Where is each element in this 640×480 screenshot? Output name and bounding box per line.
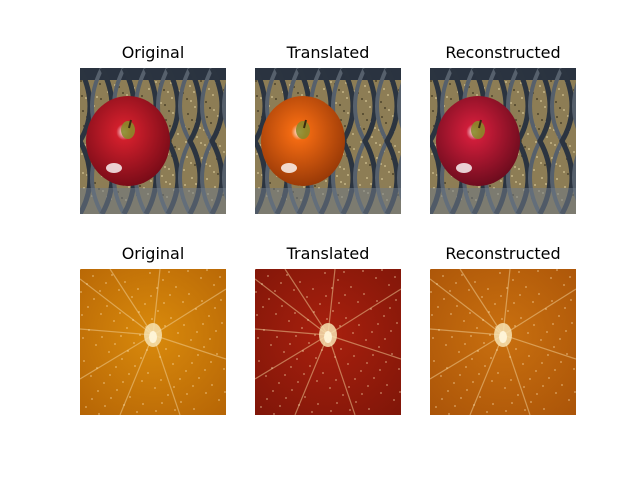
panel-title: Original: [121, 43, 185, 62]
orange-flesh-image: [430, 269, 576, 415]
apple-flesh-image: [255, 269, 401, 415]
panel-title: Original: [121, 244, 185, 263]
panel-title: Translated: [286, 43, 370, 62]
apple-on-mesh-image: [430, 68, 576, 214]
panel-title: Reconstructed: [445, 244, 561, 263]
panel-title: Reconstructed: [445, 43, 561, 62]
panel-title: Translated: [286, 244, 370, 263]
apple-on-mesh-image: [80, 68, 226, 214]
orange-on-mesh-image: [255, 68, 401, 214]
orange-flesh-image: [80, 269, 226, 415]
